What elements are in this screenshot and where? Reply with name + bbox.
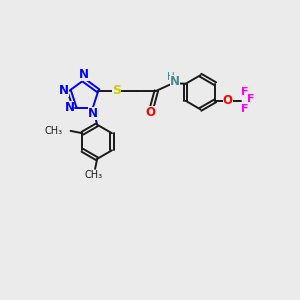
Text: N: N <box>64 101 74 114</box>
Text: CH₃: CH₃ <box>85 170 103 180</box>
Text: O: O <box>146 106 155 119</box>
Text: CH₃: CH₃ <box>44 126 62 136</box>
Text: N: N <box>88 107 98 120</box>
Text: N: N <box>79 68 89 81</box>
Text: F: F <box>241 104 248 114</box>
Text: H: H <box>167 72 175 82</box>
Text: F: F <box>248 94 255 104</box>
Text: N: N <box>169 76 180 88</box>
Text: F: F <box>241 87 248 97</box>
Text: N: N <box>59 84 69 97</box>
Text: O: O <box>223 94 232 107</box>
Text: S: S <box>112 84 121 97</box>
